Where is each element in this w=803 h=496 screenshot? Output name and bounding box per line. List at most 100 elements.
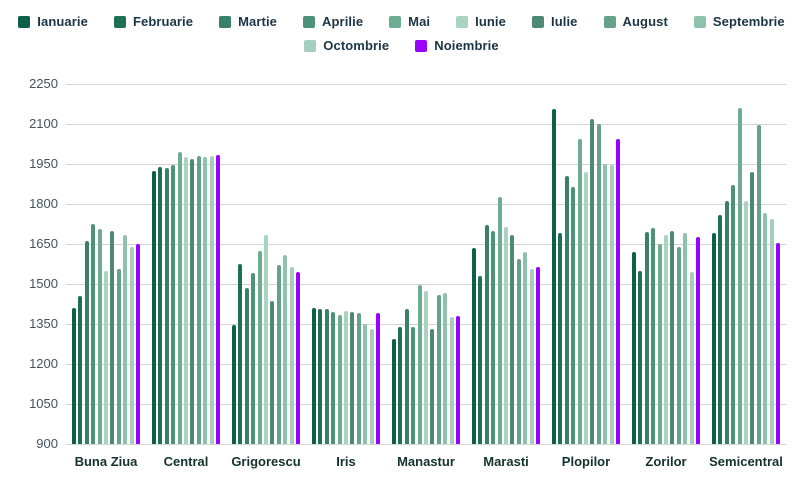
bar-plopilor-noiembrie[interactable] — [616, 138, 620, 444]
bar-central-mai[interactable] — [177, 152, 182, 444]
bar-marasti-mai[interactable] — [497, 197, 502, 444]
bar-central-martie[interactable] — [164, 168, 169, 444]
bar-iris-mai[interactable] — [337, 314, 342, 444]
legend-item-iunie[interactable]: Iunie — [456, 14, 506, 29]
bar-zorilor-septembrie[interactable] — [683, 233, 688, 444]
bar-semicentral-mai[interactable] — [737, 108, 742, 444]
bar-grigorescu-februarie[interactable] — [238, 264, 243, 444]
bar-iris-martie[interactable] — [324, 309, 329, 444]
bar-zorilor-aprilie[interactable] — [651, 228, 656, 444]
legend-item-ianuarie[interactable]: Ianuarie — [18, 14, 88, 29]
bar-buna-ziua-noiembrie[interactable] — [136, 244, 140, 444]
bar-iris-septembrie[interactable] — [363, 324, 368, 444]
bar-central-februarie[interactable] — [158, 166, 163, 444]
bar-zorilor-noiembrie[interactable] — [696, 237, 700, 444]
bar-buna-ziua-ianuarie[interactable] — [72, 308, 76, 444]
bar-grigorescu-ianuarie[interactable] — [232, 325, 236, 444]
bar-semicentral-octombrie[interactable] — [769, 218, 774, 444]
bar-grigorescu-august[interactable] — [276, 265, 281, 444]
bar-semicentral-iulie[interactable] — [750, 172, 755, 444]
bar-iris-noiembrie[interactable] — [376, 313, 380, 444]
legend-item-iulie[interactable]: Iulie — [531, 14, 578, 29]
bar-zorilor-ianuarie[interactable] — [632, 252, 636, 444]
bar-buna-ziua-iulie[interactable] — [110, 230, 115, 444]
legend-item-noiembrie[interactable]: Noiembrie — [415, 38, 499, 53]
bar-central-aprilie[interactable] — [171, 165, 176, 444]
bar-manastur-octombrie[interactable] — [449, 317, 454, 444]
bar-iris-octombrie[interactable] — [369, 329, 374, 444]
bar-semicentral-iunie[interactable] — [744, 201, 748, 444]
legend-item-octombrie[interactable]: Octombrie — [304, 38, 389, 53]
bar-manastur-martie[interactable] — [404, 309, 409, 444]
bar-semicentral-martie[interactable] — [724, 201, 729, 444]
legend-item-august[interactable]: August — [603, 14, 668, 29]
bar-grigorescu-octombrie[interactable] — [289, 266, 294, 444]
bar-manastur-noiembrie[interactable] — [456, 316, 460, 444]
legend-item-aprilie[interactable]: Aprilie — [303, 14, 363, 29]
bar-plopilor-aprilie[interactable] — [571, 186, 576, 444]
bar-plopilor-august[interactable] — [596, 124, 601, 444]
bar-plopilor-octombrie[interactable] — [609, 165, 614, 444]
bar-grigorescu-septembrie[interactable] — [283, 254, 288, 444]
bar-semicentral-ianuarie[interactable] — [712, 233, 716, 444]
bar-buna-ziua-iunie[interactable] — [104, 270, 108, 444]
bar-central-ianuarie[interactable] — [152, 170, 156, 444]
bar-iris-iunie[interactable] — [344, 310, 348, 444]
bar-marasti-august[interactable] — [516, 258, 521, 444]
bar-semicentral-septembrie[interactable] — [763, 213, 768, 444]
bar-marasti-ianuarie[interactable] — [472, 248, 476, 444]
bar-grigorescu-martie[interactable] — [244, 288, 249, 444]
bar-marasti-noiembrie[interactable] — [536, 266, 540, 444]
bar-manastur-septembrie[interactable] — [443, 293, 448, 444]
bar-central-octombrie[interactable] — [209, 156, 214, 444]
bar-semicentral-aprilie[interactable] — [731, 185, 736, 444]
bar-plopilor-iunie[interactable] — [584, 172, 588, 444]
bar-manastur-februarie[interactable] — [398, 326, 403, 444]
bar-manastur-aprilie[interactable] — [411, 326, 416, 444]
bar-marasti-aprilie[interactable] — [491, 230, 496, 444]
bar-plopilor-mai[interactable] — [577, 138, 582, 444]
bar-iris-iulie[interactable] — [350, 312, 355, 444]
bar-manastur-iunie[interactable] — [424, 290, 428, 444]
bar-zorilor-iunie[interactable] — [664, 234, 668, 444]
bar-manastur-mai[interactable] — [417, 285, 422, 444]
bar-marasti-septembrie[interactable] — [523, 252, 528, 444]
bar-marasti-februarie[interactable] — [478, 276, 483, 444]
bar-grigorescu-iulie[interactable] — [270, 301, 275, 444]
bar-buna-ziua-septembrie[interactable] — [123, 234, 128, 444]
bar-zorilor-octombrie[interactable] — [689, 272, 694, 444]
legend-item-septembrie[interactable]: Septembrie — [693, 14, 785, 29]
bar-marasti-iunie[interactable] — [504, 226, 508, 444]
bar-zorilor-mai[interactable] — [657, 244, 662, 444]
bar-plopilor-martie[interactable] — [564, 176, 569, 444]
bar-plopilor-ianuarie[interactable] — [552, 109, 556, 444]
bar-semicentral-august[interactable] — [756, 125, 761, 444]
bar-iris-august[interactable] — [356, 313, 361, 444]
bar-plopilor-iulie[interactable] — [590, 118, 595, 444]
bar-zorilor-februarie[interactable] — [638, 270, 643, 444]
bar-zorilor-martie[interactable] — [644, 232, 649, 444]
bar-semicentral-februarie[interactable] — [718, 214, 723, 444]
bar-marasti-martie[interactable] — [484, 225, 489, 444]
bar-grigorescu-noiembrie[interactable] — [296, 272, 300, 444]
bar-grigorescu-mai[interactable] — [257, 250, 262, 444]
bar-manastur-ianuarie[interactable] — [392, 338, 396, 444]
bar-buna-ziua-octombrie[interactable] — [129, 246, 134, 444]
bar-central-august[interactable] — [196, 156, 201, 444]
bar-central-iulie[interactable] — [190, 158, 195, 444]
legend-item-martie[interactable]: Martie — [219, 14, 277, 29]
bar-iris-februarie[interactable] — [318, 309, 323, 444]
bar-semicentral-noiembrie[interactable] — [776, 242, 780, 444]
bar-buna-ziua-aprilie[interactable] — [91, 224, 96, 444]
bar-iris-aprilie[interactable] — [331, 312, 336, 444]
bar-central-noiembrie[interactable] — [216, 154, 220, 444]
bar-zorilor-august[interactable] — [676, 246, 681, 444]
bar-plopilor-februarie[interactable] — [558, 233, 563, 444]
bar-buna-ziua-august[interactable] — [116, 269, 121, 444]
bar-grigorescu-aprilie[interactable] — [251, 273, 256, 444]
bar-buna-ziua-mai[interactable] — [97, 229, 102, 444]
bar-central-septembrie[interactable] — [203, 157, 208, 444]
bar-manastur-iulie[interactable] — [430, 329, 435, 444]
legend-item-mai[interactable]: Mai — [389, 14, 430, 29]
bar-central-iunie[interactable] — [184, 157, 188, 444]
